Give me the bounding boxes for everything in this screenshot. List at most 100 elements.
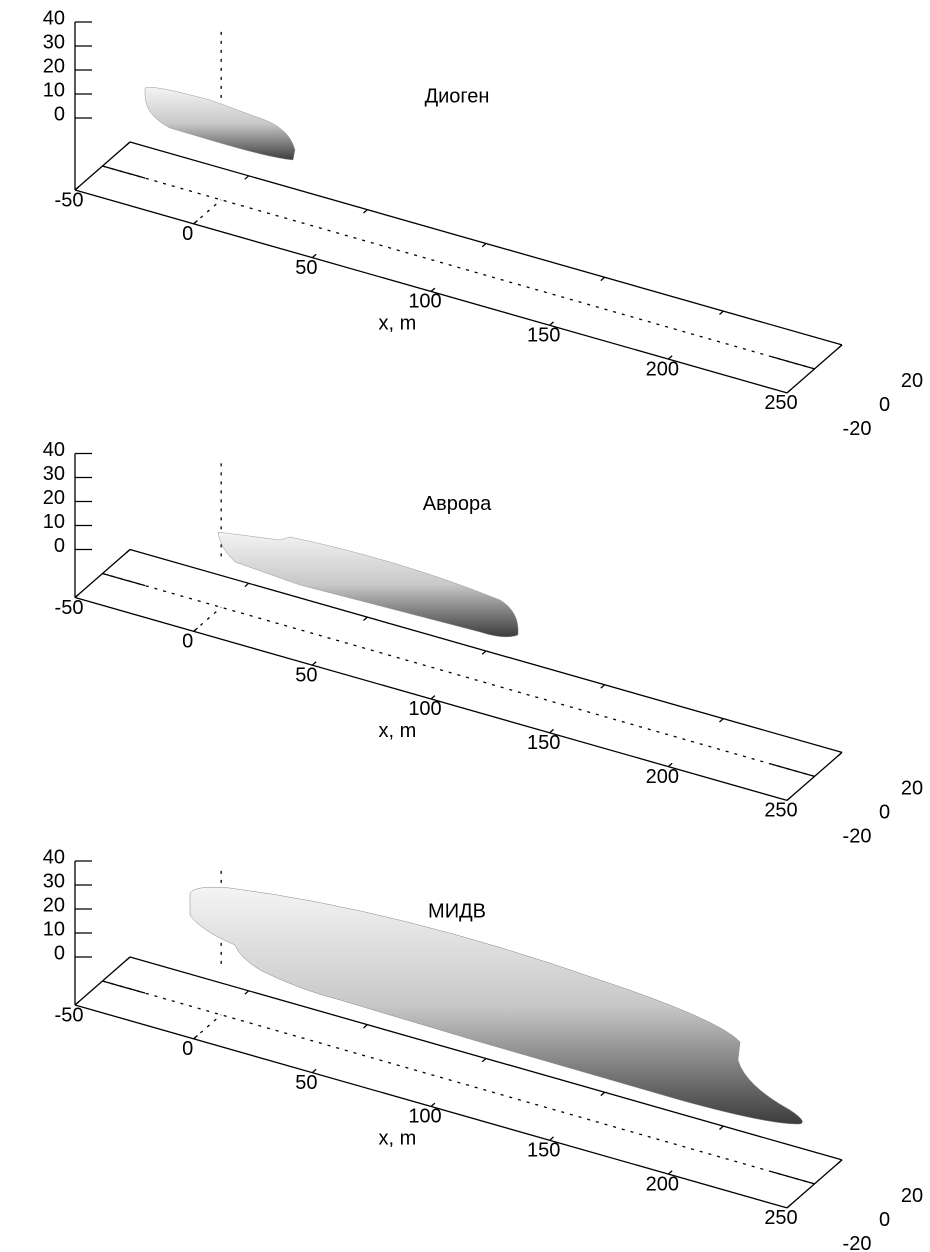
z-tick-label: 20 — [43, 894, 65, 916]
x-tick — [363, 1024, 368, 1029]
zero-line — [193, 606, 222, 632]
x-tick — [430, 1102, 436, 1107]
x-tick-label: 100 — [408, 1106, 441, 1128]
y-tick-label: 0 — [879, 1209, 890, 1231]
x-tick — [786, 796, 792, 801]
x-tick-label: 200 — [646, 766, 679, 788]
y-tick-label: 20 — [901, 778, 923, 800]
x-tick-label: -50 — [55, 189, 84, 211]
x-tick — [837, 1159, 843, 1164]
x-tick-label: 0 — [182, 1038, 193, 1060]
x-tick — [430, 695, 436, 700]
x-tick — [600, 684, 606, 689]
chart-title: МИДВ — [428, 900, 486, 922]
y-tick-label: 20 — [901, 1185, 923, 1207]
z-tick-label: 20 — [43, 55, 65, 77]
x-tick — [481, 242, 487, 248]
zero-line — [102, 980, 146, 994]
x-tick — [837, 344, 843, 349]
x-tick — [74, 593, 80, 598]
x-axis-label: x, m — [379, 313, 417, 335]
x-tick — [549, 728, 554, 734]
x-tick — [719, 718, 724, 723]
x-tick — [363, 616, 368, 621]
axis-line — [129, 548, 843, 754]
x-tick-label: 150 — [527, 1140, 560, 1162]
x-tick — [719, 1125, 724, 1130]
x-tick — [311, 1068, 317, 1074]
y-tick-label: -20 — [843, 826, 872, 848]
y-tick-label: -20 — [843, 418, 872, 440]
zero-line — [193, 1014, 222, 1040]
x-tick — [481, 1057, 487, 1063]
x-tick — [74, 186, 80, 191]
x-tick — [430, 287, 436, 292]
zero-line — [102, 165, 815, 370]
x-tick-label: -50 — [55, 597, 84, 619]
x-tick — [363, 209, 368, 214]
x-tick — [719, 310, 724, 315]
x-tick-label: 200 — [646, 1173, 679, 1195]
x-tick-label: 100 — [408, 698, 441, 720]
x-tick-label: 50 — [295, 257, 317, 279]
zero-line — [102, 572, 815, 778]
x-tick-label: 250 — [764, 800, 797, 822]
chart-title: Аврора — [423, 493, 492, 515]
x-tick — [74, 1001, 80, 1006]
y-tick-label: 0 — [879, 394, 890, 416]
z-tick-label: 20 — [43, 487, 65, 509]
x-tick — [549, 321, 554, 326]
x-tick-label: 250 — [764, 392, 797, 414]
hull-surfaces — [144, 86, 803, 1125]
zero-line — [102, 572, 146, 587]
x-tick-label: 0 — [182, 223, 193, 245]
x-axis-label: x, m — [379, 1128, 417, 1150]
x-axis-label: x, m — [379, 720, 417, 742]
z-tick-label: 30 — [43, 31, 65, 53]
x-tick — [125, 141, 131, 146]
zero-line — [102, 165, 146, 179]
x-tick — [311, 661, 317, 666]
hull — [189, 886, 803, 1125]
z-tick-label: 30 — [43, 463, 65, 485]
zero-line — [102, 980, 815, 1185]
x-tick — [600, 276, 606, 282]
x-tick — [786, 389, 792, 394]
z-tick-label: 10 — [43, 918, 65, 940]
x-tick-label: 150 — [527, 325, 560, 347]
x-tick — [667, 355, 673, 360]
x-tick-label: 0 — [182, 631, 193, 653]
x-tick-label: 250 — [764, 1207, 797, 1229]
x-tick-label: 200 — [646, 358, 679, 380]
x-tick-label: 50 — [295, 664, 317, 686]
x-tick — [481, 650, 487, 655]
x-tick — [600, 1091, 606, 1097]
z-tick-label: 0 — [54, 942, 65, 964]
x-tick-label: 150 — [527, 732, 560, 754]
x-tick — [125, 549, 131, 554]
x-tick — [244, 990, 250, 995]
hull — [217, 531, 519, 638]
x-tick — [244, 582, 250, 588]
hull — [144, 86, 296, 161]
x-tick — [125, 956, 131, 961]
x-tick — [549, 1136, 554, 1141]
x-tick-label: 100 — [408, 291, 441, 313]
x-tick — [244, 175, 250, 180]
x-tick — [786, 1204, 792, 1209]
x-tick — [311, 253, 317, 259]
zero-line — [771, 763, 815, 778]
z-tick-label: 0 — [54, 103, 65, 125]
z-tick-label: 10 — [43, 511, 65, 533]
x-tick — [667, 1170, 673, 1175]
z-tick-label: 0 — [54, 535, 65, 557]
chart-title: Диоген — [425, 85, 490, 107]
y-tick-label: -20 — [843, 1233, 872, 1252]
x-tick-label: 50 — [295, 1072, 317, 1094]
x-tick-label: -50 — [55, 1004, 84, 1026]
zero-line — [771, 1171, 815, 1185]
x-tick — [667, 762, 673, 768]
z-tick-label: 10 — [43, 79, 65, 101]
z-tick-label: 40 — [43, 439, 65, 461]
